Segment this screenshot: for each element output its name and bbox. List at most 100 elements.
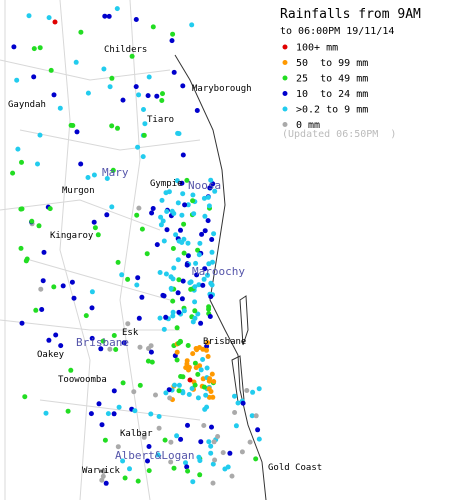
station-dot <box>194 272 200 278</box>
station-dot <box>195 395 201 401</box>
station-dot <box>170 246 176 251</box>
station-dot <box>107 346 113 352</box>
station-dot <box>52 19 58 25</box>
station-dot <box>113 347 119 352</box>
station-dot <box>35 161 40 167</box>
station-dot <box>105 411 111 417</box>
station-dot <box>174 349 180 355</box>
station-dot <box>205 354 211 359</box>
station-dot <box>181 236 187 242</box>
station-dot <box>127 466 132 472</box>
legend-dot <box>282 122 288 127</box>
station-dot <box>120 97 126 103</box>
station-dot <box>148 349 154 355</box>
station-dot <box>40 278 46 284</box>
place-label: Murgon <box>62 186 95 196</box>
station-dot <box>232 393 237 399</box>
station-dot <box>145 458 150 464</box>
station-dot <box>141 132 147 138</box>
station-dot <box>85 175 91 180</box>
place-label: Childers <box>104 45 147 55</box>
station-dot <box>176 309 182 315</box>
station-dot <box>180 83 186 89</box>
station-dot <box>205 194 211 200</box>
station-dot <box>19 206 25 212</box>
station-dot <box>174 357 180 363</box>
station-dot <box>205 218 211 224</box>
station-dot <box>136 315 142 321</box>
station-dot <box>179 212 185 218</box>
station-dot <box>253 456 259 462</box>
station-dot <box>249 413 255 419</box>
station-dot <box>154 93 160 99</box>
station-dot <box>208 294 214 300</box>
station-dot <box>161 326 167 332</box>
station-dot <box>194 108 200 113</box>
station-dot <box>193 365 199 371</box>
station-dot <box>148 343 154 349</box>
station-dot <box>15 146 21 152</box>
station-dot <box>137 382 143 388</box>
station-dot <box>175 200 181 206</box>
station-dot <box>178 227 183 233</box>
legend-label: 50 to 99 mm <box>296 58 368 69</box>
station-dot <box>57 105 63 111</box>
place-label: Esk <box>122 328 139 338</box>
station-dot <box>48 67 54 73</box>
station-dot <box>104 176 110 181</box>
station-dot <box>148 411 154 417</box>
station-dot <box>100 338 106 344</box>
station-dot <box>19 159 24 165</box>
place-label: Maryborough <box>192 84 252 94</box>
station-dot <box>47 206 53 212</box>
station-dot <box>102 437 108 443</box>
station-dot <box>185 253 191 259</box>
station-dot <box>115 259 121 265</box>
station-dot <box>150 206 156 211</box>
station-dot <box>136 92 142 98</box>
station-dot <box>233 423 239 429</box>
station-dot <box>157 315 163 321</box>
station-dot <box>201 276 207 282</box>
station-dot <box>175 257 181 263</box>
station-dot <box>129 53 135 59</box>
station-dot <box>58 343 64 349</box>
station-dot <box>68 122 74 128</box>
station-dot <box>146 468 152 474</box>
station-dot <box>186 392 192 397</box>
station-dot <box>181 250 187 256</box>
station-dot <box>185 240 191 246</box>
station-dot <box>195 247 201 253</box>
station-dot <box>190 479 196 485</box>
station-dot <box>121 340 127 346</box>
station-dot <box>99 477 105 483</box>
station-dot <box>212 457 218 463</box>
station-dot <box>190 198 196 204</box>
station-dot <box>209 424 214 430</box>
station-dot <box>102 13 108 19</box>
station-dot <box>10 170 16 176</box>
station-dot <box>174 433 180 439</box>
station-dot <box>171 211 177 216</box>
station-dot <box>206 386 212 392</box>
station-dot <box>22 394 28 400</box>
station-dot <box>146 444 152 449</box>
station-dot <box>253 413 259 419</box>
station-dot <box>68 367 74 373</box>
station-dot <box>167 395 173 401</box>
station-dot <box>210 259 215 265</box>
station-dot <box>104 212 110 218</box>
station-dot <box>91 172 97 178</box>
station-dot <box>146 74 152 80</box>
station-dot <box>205 340 211 346</box>
station-dot <box>153 392 158 398</box>
place-label: Brisbane <box>203 337 246 347</box>
station-dot <box>164 227 170 233</box>
station-dot <box>101 66 107 72</box>
station-dot <box>203 392 209 398</box>
station-dot <box>37 45 43 51</box>
station-dot <box>206 203 212 209</box>
station-dot <box>179 180 185 186</box>
station-dot <box>96 401 102 407</box>
station-dot <box>107 84 113 90</box>
